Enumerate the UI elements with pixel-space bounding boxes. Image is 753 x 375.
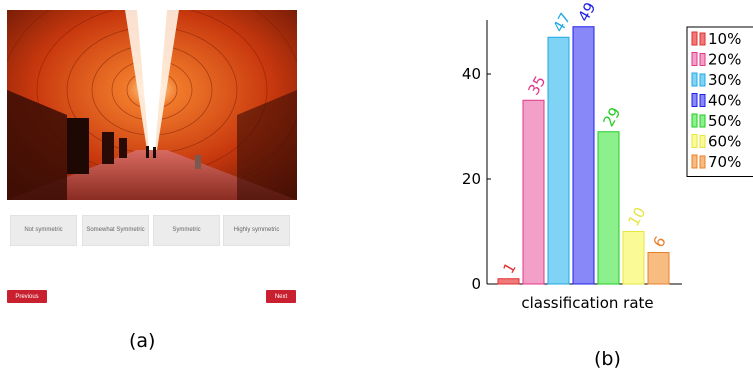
- bar: [622, 231, 645, 285]
- legend-swatch: [699, 114, 706, 128]
- legend-box: [686, 26, 753, 177]
- legend-swatch: [691, 31, 698, 46]
- caption-a: (a): [129, 330, 156, 352]
- y-tick-label: 40: [462, 65, 481, 83]
- data-label: 49: [574, 0, 599, 25]
- caption-b: (b): [594, 348, 621, 370]
- legend-label: 60%: [708, 133, 741, 151]
- legend-swatch: [699, 53, 706, 66]
- legend-swatch: [699, 135, 706, 148]
- panel-a: Not symmetric Somewhat Symmetric Symmetr…: [0, 0, 310, 375]
- previous-button[interactable]: Previous: [7, 290, 47, 303]
- legend-swatch: [691, 134, 698, 148]
- x-axis-label: classification rate: [521, 294, 653, 312]
- legend-label: 70%: [708, 153, 741, 171]
- bar: [522, 99, 545, 285]
- legend-label: 40%: [708, 92, 741, 110]
- next-button[interactable]: Next: [266, 290, 296, 303]
- chart-bars: 1 35 47 49 29 106: [497, 0, 670, 285]
- chart-legend: 10% 20% 30% 40% 50% 60% 70%: [686, 26, 753, 177]
- y-tick-label: 0: [471, 275, 481, 293]
- legend-label: 30%: [708, 71, 741, 89]
- legend-swatch: [691, 93, 698, 107]
- data-label: 29: [599, 104, 624, 130]
- bar: [647, 252, 670, 285]
- legend-label: 50%: [708, 112, 741, 130]
- y-tick-label: 20: [462, 170, 481, 188]
- legend-label: 10%: [708, 30, 741, 48]
- choice-symmetric[interactable]: Symmetric: [153, 215, 220, 246]
- legend-swatch: [691, 113, 698, 128]
- tunnel-photo: [7, 10, 297, 200]
- legend-swatch: [691, 154, 698, 169]
- data-label: 6: [649, 233, 669, 250]
- data-label: 47: [549, 10, 574, 36]
- legend-swatch: [699, 94, 706, 107]
- legend-swatch: [699, 73, 706, 87]
- data-label: 1: [499, 259, 519, 276]
- legend-swatch: [691, 72, 698, 87]
- bar: [547, 36, 570, 285]
- choice-highly-symmetric[interactable]: Highly symmetric: [223, 215, 290, 246]
- choice-somewhat-symmetric[interactable]: Somewhat Symmetric: [82, 215, 149, 246]
- bar: [572, 26, 595, 285]
- bar: [597, 131, 620, 285]
- legend-label: 20%: [708, 51, 741, 69]
- bar: [497, 278, 520, 285]
- legend-swatch: [699, 155, 706, 169]
- choice-not-symmetric[interactable]: Not symmetric: [10, 215, 77, 246]
- bar-chart: 0 20 40 classification rate 1 35 47 49 29 106 10…: [462, 0, 753, 312]
- data-label: 35: [524, 73, 549, 99]
- data-label: 10: [624, 204, 649, 230]
- legend-swatch: [699, 32, 706, 46]
- legend-swatch: [691, 52, 698, 66]
